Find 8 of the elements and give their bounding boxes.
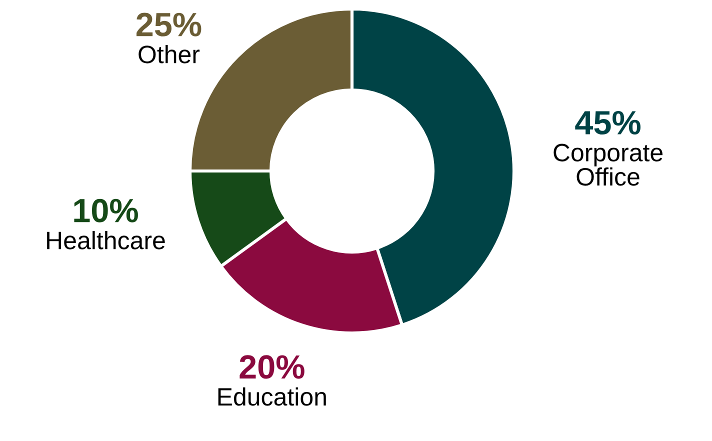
data-label: 20% bbox=[240, 355, 304, 379]
data-label: 25% bbox=[136, 12, 202, 36]
slice-label: Other bbox=[138, 44, 200, 64]
data-label: 45% bbox=[575, 111, 640, 135]
slice-label: Education bbox=[218, 387, 326, 406]
slice-label: Healthcare bbox=[47, 231, 165, 250]
data-label: 10% bbox=[74, 198, 138, 222]
slice-label: Corporate Office bbox=[554, 144, 662, 186]
